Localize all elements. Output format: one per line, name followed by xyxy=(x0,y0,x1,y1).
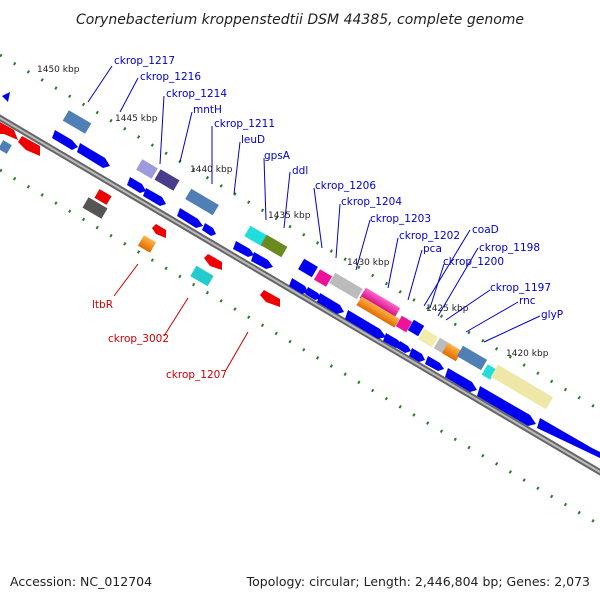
kbp-tick-label: 1420 kbp xyxy=(506,349,549,359)
origin-marker-icon xyxy=(2,92,10,102)
gene-label: ckrop_1202 xyxy=(399,230,460,242)
blue-gene-labels: ckrop_1217 ckrop_1216 ckrop_1214 mntH ck… xyxy=(114,55,563,321)
gene-label: gpsA xyxy=(264,150,291,162)
gene-label: ltbR xyxy=(92,299,113,311)
gene-label: glyP xyxy=(541,309,563,321)
gene-label: ckrop_1211 xyxy=(214,118,275,130)
genome-backbone xyxy=(0,114,600,476)
tick-track-lower xyxy=(0,168,600,527)
red-gene-labels: ltbR ckrop_3002 ckrop_1207 xyxy=(92,299,227,381)
kbp-tick-labels: 1450 kbp 1445 kbp 1440 kbp 1435 kbp 1430… xyxy=(37,65,549,359)
gene-label: leuD xyxy=(241,134,265,146)
gene-label: pca xyxy=(423,243,442,255)
gene-label: ckrop_3002 xyxy=(108,333,169,345)
gene-label: ckrop_1207 xyxy=(166,369,227,381)
reverse-cds-track xyxy=(0,122,280,307)
feature-band-lower xyxy=(0,140,214,287)
gene-label: ckrop_1204 xyxy=(341,196,402,208)
kbp-tick-label: 1440 kbp xyxy=(190,165,233,175)
gene-label: ckrop_1198 xyxy=(479,242,540,254)
gene-label: coaD xyxy=(472,224,499,236)
gene-label: ckrop_1214 xyxy=(166,88,227,100)
gene-label: ckrop_1206 xyxy=(315,180,376,192)
kbp-tick-label: 1425 kbp xyxy=(426,304,469,314)
gene-label: ckrop_1216 xyxy=(140,71,201,83)
gene-label: ckrop_1203 xyxy=(370,213,431,225)
gene-label: rnc xyxy=(519,295,536,307)
gene-label: ckrop_1217 xyxy=(114,55,175,67)
blue-label-leaders xyxy=(87,65,541,343)
gene-label: ddl xyxy=(292,165,308,177)
feature-band-upper xyxy=(62,110,554,410)
red-label-leaders xyxy=(113,263,249,371)
map-title: Corynebacterium kroppenstedtii DSM 44385… xyxy=(76,12,524,28)
gene-label: mntH xyxy=(193,104,222,116)
kbp-tick-label: 1435 kbp xyxy=(268,211,311,221)
gene-label: ckrop_1197 xyxy=(490,282,551,294)
kbp-tick-label: 1430 kbp xyxy=(347,258,390,268)
topology-text: Topology: circular; Length: 2,446,804 bp… xyxy=(246,574,590,589)
kbp-tick-label: 1450 kbp xyxy=(37,65,80,75)
accession-text: Accession: NC_012704 xyxy=(10,574,152,589)
gene-label: ckrop_1200 xyxy=(443,256,504,268)
forward-cds-track xyxy=(52,130,600,458)
kbp-tick-label: 1445 kbp xyxy=(115,114,158,124)
